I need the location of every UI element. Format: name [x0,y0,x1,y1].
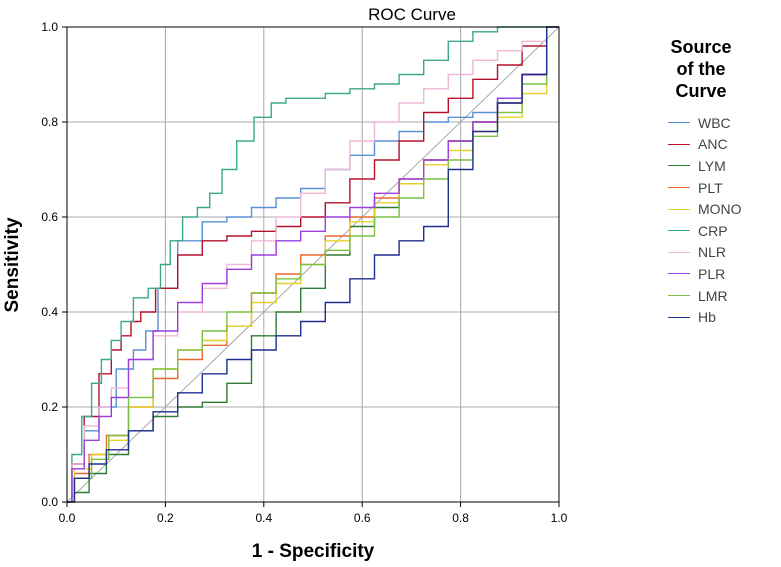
legend-item-wbc: WBC [648,112,778,134]
chart-title: ROC Curve [368,5,456,24]
series-line-nlr [67,26,559,503]
legend-swatch [668,143,690,145]
legend-title-line: Source [670,37,732,57]
x-tick-label: 1.0 [551,511,568,525]
legend-swatch [668,122,690,124]
plot-frame [66,26,560,503]
legend-list: WBC ANC LYM PLT MONO CRP NLR PLR LMR Hb [648,112,778,328]
y-tick-label: 0.6 [41,210,58,224]
x-tick-label: 0.6 [354,511,371,525]
legend-item-plr: PLR [648,263,778,285]
legend-item-lym: LYM [648,155,778,177]
legend-swatch [668,165,690,167]
legend-label: LMR [698,287,728,304]
y-tick-label: 0.2 [41,400,58,414]
legend-item-lmr: LMR [648,285,778,307]
legend-swatch [668,295,690,297]
x-tick-label: 0.8 [452,511,469,525]
legend-swatch [668,187,690,189]
legend-title-line: Curve [675,81,727,101]
legend-swatch [668,273,690,275]
legend-swatch [668,251,690,253]
legend-swatch [668,316,690,318]
legend-label: LYM [698,157,726,174]
y-axis-label: Sensitivity [2,217,23,312]
y-tick-label: 1.0 [41,20,58,34]
legend-label: WBC [698,114,731,131]
legend-swatch [668,208,690,210]
legend-label: MONO [698,201,742,218]
legend-label: Hb [698,309,716,326]
legend-label: CRP [698,222,728,239]
legend-item-crp: CRP [648,220,778,242]
legend-label: NLR [698,244,727,261]
y-tick-label: 0.4 [41,305,58,319]
y-tick-label: 0.0 [41,495,58,509]
y-tick-label: 0.8 [41,115,58,129]
x-axis-label: 1 - Specificity [252,541,375,562]
legend-label: PLR [698,265,726,282]
series-line-crp [67,26,559,503]
series-line-hb [67,26,559,503]
legend-title: Source of the Curve [648,36,754,102]
series-line-anc [67,26,559,503]
legend-title-line: of the [676,59,726,79]
legend-item-hb: Hb [648,306,778,328]
axis-ticks: 0.0 0.2 0.4 0.6 0.8 1.0 0.0 0.2 0.4 0.6 0.8 1.0 [41,20,567,525]
legend: Source of the Curve WBC ANC LYM PLT MONO CRP N… [648,36,778,328]
legend-label: ANC [698,136,728,153]
x-tick-label: 0.4 [255,511,272,525]
series-line-wbc [67,26,559,503]
legend-item-plt: PLT [648,177,778,199]
series-lines [67,26,559,503]
x-tick-label: 0.2 [157,511,174,525]
legend-item-anc: ANC [648,134,778,156]
x-tick-label: 0.0 [59,511,76,525]
legend-swatch [668,230,690,232]
legend-item-nlr: NLR [648,242,778,264]
legend-label: PLT [698,179,723,196]
legend-item-mono: MONO [648,198,778,220]
